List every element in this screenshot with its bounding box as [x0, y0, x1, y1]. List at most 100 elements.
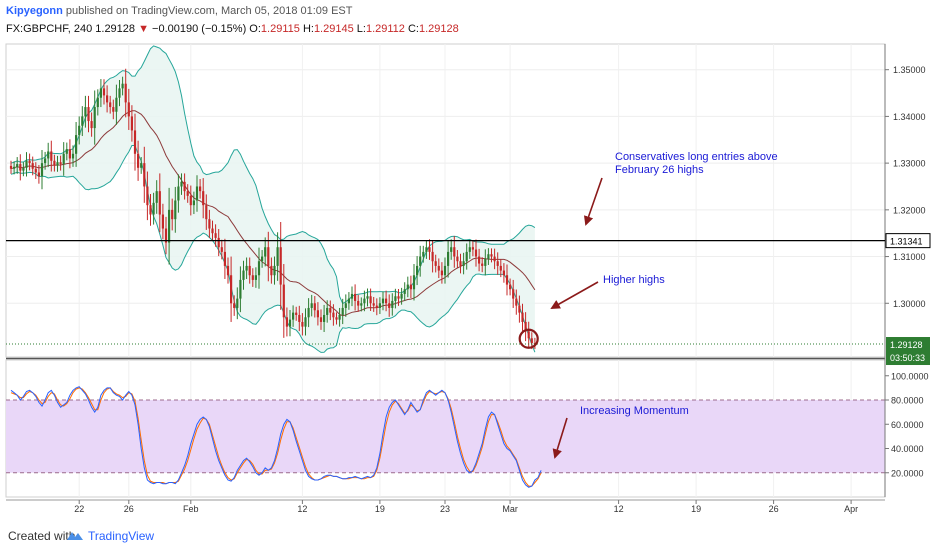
candle-body: [394, 296, 397, 301]
candle-body: [34, 168, 37, 173]
published-text: published on TradingView.com, March 05, …: [65, 5, 353, 17]
candle-body: [282, 284, 285, 318]
candle-body: [233, 303, 236, 308]
candle-body: [22, 167, 25, 171]
candle-body: [388, 303, 391, 308]
candle-body: [87, 107, 90, 122]
price-tick-label: 1.33000: [893, 159, 926, 169]
price-tick-label: 1.32000: [893, 205, 926, 215]
symbol-line: FX:GBPCHF, 240 1.29128 ▼ −0.00190 (−0.15…: [6, 23, 459, 35]
author-link[interactable]: Kipyegonn: [6, 5, 63, 17]
candle-body: [301, 321, 304, 327]
symbol-label[interactable]: FX:GBPCHF, 240: [6, 23, 93, 35]
candle-body: [350, 293, 354, 299]
candle-body: [47, 151, 50, 159]
candle-body: [378, 303, 381, 308]
candle-body: [56, 162, 59, 166]
tradingview-logo-icon: [67, 532, 83, 540]
candle-body: [518, 305, 521, 313]
candle-body: [285, 317, 288, 327]
candle-body: [146, 186, 149, 206]
grid-layer: [5, 43, 886, 498]
candle-body: [9, 165, 13, 169]
candle-body: [155, 191, 158, 203]
candle-body: [25, 160, 28, 168]
candle-body: [13, 166, 16, 169]
candle-body: [369, 296, 372, 304]
low-label: L:: [356, 23, 366, 35]
annotation-conservatives-2: February 26 highs: [615, 164, 704, 176]
candle-body: [443, 265, 447, 276]
stoch-tick-label: 60.0000: [891, 420, 924, 430]
candle-body: [292, 312, 295, 320]
candle-body: [28, 160, 31, 164]
candle-body: [335, 317, 338, 320]
candle-body: [84, 107, 87, 117]
candle-body: [189, 195, 192, 206]
high-value: 1.29145: [313, 23, 354, 35]
price-tick-label: 1.30000: [893, 299, 926, 309]
candle-body: [462, 261, 465, 266]
candle-body: [211, 228, 214, 234]
candle-body: [319, 317, 323, 322]
candle-body: [214, 233, 217, 238]
candle-body: [115, 97, 118, 112]
candle-body: [174, 200, 177, 220]
high-label: H:: [302, 23, 314, 35]
candle-body: [478, 256, 481, 264]
date-tick-label: 23: [440, 504, 450, 514]
candle-body: [264, 247, 267, 257]
candle-body: [177, 186, 180, 201]
price-tick-label: 1.34000: [893, 112, 926, 122]
highlight-circle: [518, 328, 539, 349]
candle-body: [130, 116, 133, 131]
candle-body: [381, 298, 385, 304]
candle-body: [93, 107, 96, 129]
close-label: C:: [407, 23, 419, 35]
candle-body: [332, 312, 335, 318]
candle-body: [137, 153, 140, 168]
candle-body: [242, 270, 245, 280]
price-tick-label: 1.35000: [893, 65, 926, 75]
chart-canvas[interactable]: 1.35000 1.34000 1.33000 1.32000 1.31000 1.300…: [0, 42, 932, 520]
candle-body: [68, 149, 71, 159]
candle-body: [239, 279, 242, 299]
tradingview-brand[interactable]: TradingView: [88, 529, 155, 543]
candle-body: [496, 261, 499, 266]
candle-body: [273, 265, 276, 276]
candle-body: [323, 314, 326, 322]
candle-body: [409, 284, 412, 290]
candle-body: [99, 88, 102, 98]
candle-body: [484, 258, 487, 266]
publish-line: Kipyegonn published on TradingView.com, …: [6, 5, 353, 17]
candle-body: [257, 261, 261, 276]
candle-body: [192, 200, 195, 206]
open-label: O:: [249, 23, 261, 35]
candle-body: [195, 186, 199, 201]
bollinger-upper: [10, 45, 536, 305]
candle-body: [360, 303, 363, 306]
candle-body: [397, 296, 400, 299]
annotation-higher-highs: Higher highs: [603, 274, 665, 286]
candle-body: [53, 160, 56, 166]
bollinger-fill: [11, 45, 535, 353]
candle-body: [440, 270, 443, 276]
candle-body: [326, 307, 329, 315]
candle-body: [459, 261, 462, 266]
candles-layer: [9, 68, 536, 350]
bollinger-basis: [10, 110, 536, 317]
stoch-d-line: [10, 387, 542, 487]
open-value: 1.29115: [260, 23, 300, 35]
candle-body: [226, 265, 230, 276]
candle-body: [357, 300, 360, 306]
candle-body: [406, 284, 409, 290]
created-with-label: Created with: [8, 529, 76, 543]
annotation-conservatives: Conservatives long entries above: [615, 151, 778, 163]
candle-body: [164, 228, 168, 243]
candle-body: [81, 116, 84, 126]
candle-body: [515, 298, 518, 306]
candle-body: [487, 254, 490, 259]
candle-body: [422, 251, 425, 257]
candle-body: [127, 102, 130, 117]
candle-body: [363, 298, 366, 304]
